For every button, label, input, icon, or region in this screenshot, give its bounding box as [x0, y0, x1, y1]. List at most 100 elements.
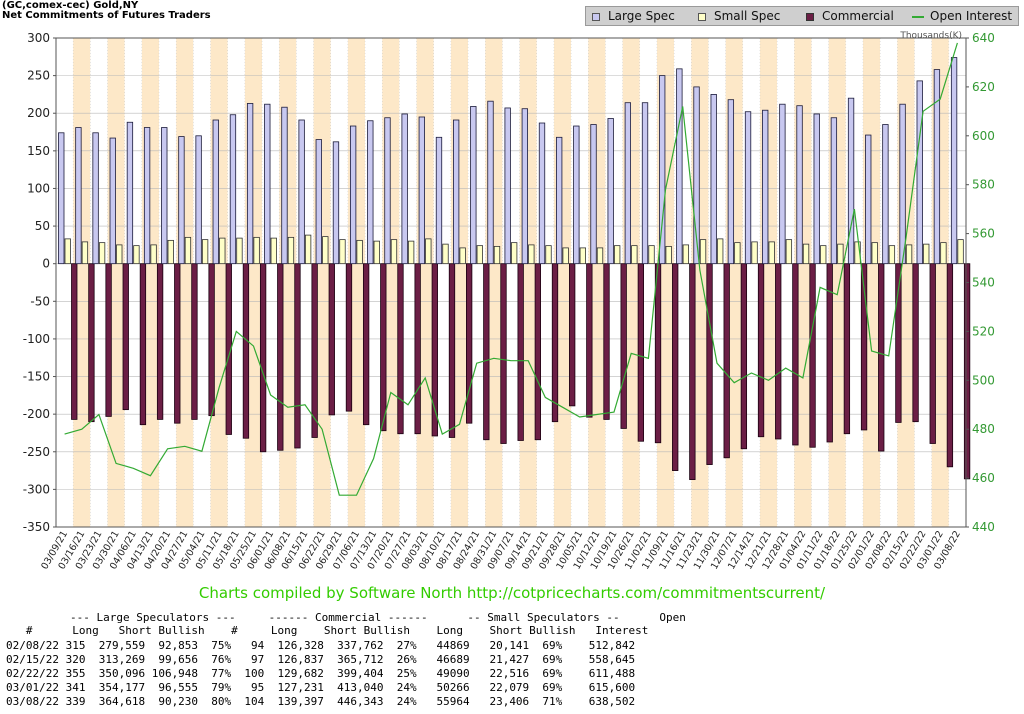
- bar-small-spec: [562, 247, 569, 265]
- right-axis-tick-label: 500: [972, 373, 995, 387]
- bar-commercial: [448, 263, 456, 438]
- bar-small-spec: [528, 244, 535, 265]
- bar-large-spec: [899, 103, 906, 265]
- bar-commercial: [225, 263, 232, 435]
- bar-commercial: [534, 263, 541, 441]
- bar-small-spec: [339, 239, 346, 265]
- bar-small-spec: [837, 243, 844, 265]
- right-axis-tick-label: 640: [972, 31, 995, 45]
- table-row: 02/22/22 355 350,096 106,948 77% 100 129…: [6, 667, 636, 680]
- right-axis-tick-label: 580: [972, 178, 995, 192]
- bar-small-spec: [442, 243, 449, 265]
- bar-large-spec: [676, 68, 683, 265]
- right-axis-tick-label: 620: [972, 80, 995, 94]
- bar-commercial: [277, 263, 284, 451]
- bar-large-spec: [727, 99, 735, 265]
- bar-small-spec: [751, 241, 758, 265]
- bar-small-spec: [631, 245, 638, 265]
- bar-small-spec: [81, 241, 89, 265]
- bar-small-spec: [219, 237, 226, 265]
- bar-small-spec: [167, 239, 174, 265]
- bar-commercial: [620, 263, 627, 429]
- bar-commercial: [843, 263, 851, 435]
- bar-commercial: [895, 263, 902, 423]
- bar-small-spec: [150, 244, 157, 265]
- left-axis-tick-label: -350: [23, 520, 50, 534]
- column-band: [56, 38, 74, 527]
- bar-small-spec: [201, 239, 209, 265]
- bar-small-spec: [871, 242, 878, 265]
- right-axis-tick-label: 460: [972, 471, 995, 485]
- legend: Large Spec Small Spec Commercial Open In…: [585, 6, 1019, 26]
- bar-commercial: [500, 263, 507, 444]
- bar-large-spec: [367, 120, 374, 265]
- bar-large-spec: [950, 57, 958, 265]
- bar-small-spec: [957, 239, 964, 265]
- bar-commercial: [775, 263, 782, 440]
- bar-large-spec: [109, 137, 116, 265]
- bar-commercial: [397, 263, 404, 435]
- right-axis-tick-label: 540: [972, 276, 995, 290]
- bar-large-spec: [590, 124, 597, 265]
- bar-large-spec: [744, 111, 752, 265]
- bar-commercial: [431, 263, 438, 437]
- left-axis-tick-label: 150: [27, 144, 50, 158]
- bar-small-spec: [493, 245, 501, 265]
- bar-large-spec: [401, 113, 408, 265]
- bar-commercial: [517, 263, 524, 441]
- bar-commercial: [88, 263, 95, 423]
- bar-small-spec: [545, 245, 552, 265]
- bar-large-spec: [882, 124, 889, 265]
- bar-large-spec: [933, 69, 941, 265]
- left-axis-tick-label: -100: [23, 332, 50, 346]
- bar-commercial: [311, 263, 318, 438]
- bar-small-spec: [133, 245, 140, 265]
- left-axis-tick-label: -150: [23, 370, 50, 384]
- left-axis-tick-label: 0: [42, 257, 50, 271]
- bar-small-spec: [459, 247, 466, 265]
- table-row: 02/15/22 320 313,269 99,656 76% 97 126,8…: [6, 653, 636, 666]
- left-axis-tick-label: -250: [23, 445, 50, 459]
- bar-large-spec: [538, 122, 546, 265]
- bar-small-spec: [236, 237, 243, 265]
- bar-commercial: [757, 263, 765, 438]
- table-header-2: # Long Short Bullish # Long Short Bullis…: [6, 624, 649, 637]
- legend-swatch-open-interest: [912, 16, 924, 18]
- bar-large-spec: [195, 135, 202, 265]
- bar-small-spec: [579, 247, 586, 265]
- bar-large-spec: [384, 117, 391, 265]
- bar-large-spec: [521, 108, 528, 265]
- bar-small-spec: [802, 243, 810, 265]
- bar-large-spec: [693, 86, 700, 265]
- bar-commercial: [208, 263, 215, 417]
- left-axis-tick-label: 200: [27, 106, 50, 120]
- bar-commercial: [259, 263, 267, 453]
- bar-commercial: [672, 263, 679, 471]
- bar-small-spec: [322, 236, 329, 265]
- bar-commercial: [603, 263, 610, 420]
- bar-commercial: [809, 263, 816, 448]
- bar-small-spec: [648, 245, 655, 265]
- legend-swatch-small-spec: [698, 13, 706, 21]
- chart-lines: [64, 42, 958, 496]
- bar-small-spec: [304, 234, 312, 265]
- bar-large-spec: [246, 103, 254, 265]
- bar-commercial: [345, 263, 353, 412]
- left-axis-tick-label: -50: [30, 294, 50, 308]
- right-axis-tick-label: 600: [972, 129, 995, 143]
- bar-small-spec: [425, 238, 432, 265]
- bar-small-spec: [476, 245, 483, 265]
- bar-commercial: [740, 263, 748, 450]
- left-axis-tick-label: 300: [27, 31, 50, 45]
- bar-small-spec: [390, 239, 398, 265]
- bar-large-spec: [298, 119, 305, 265]
- right-axis-tick-label: 480: [972, 422, 995, 436]
- chart-bars: [58, 57, 971, 481]
- bar-large-spec: [470, 106, 477, 265]
- bar-large-spec: [143, 127, 151, 265]
- bar-small-spec: [511, 242, 518, 265]
- right-axis-tick-label: 520: [972, 324, 995, 338]
- chart-axes: [53, 37, 969, 528]
- bar-large-spec: [641, 102, 649, 265]
- left-axis-tick-label: -200: [23, 407, 50, 421]
